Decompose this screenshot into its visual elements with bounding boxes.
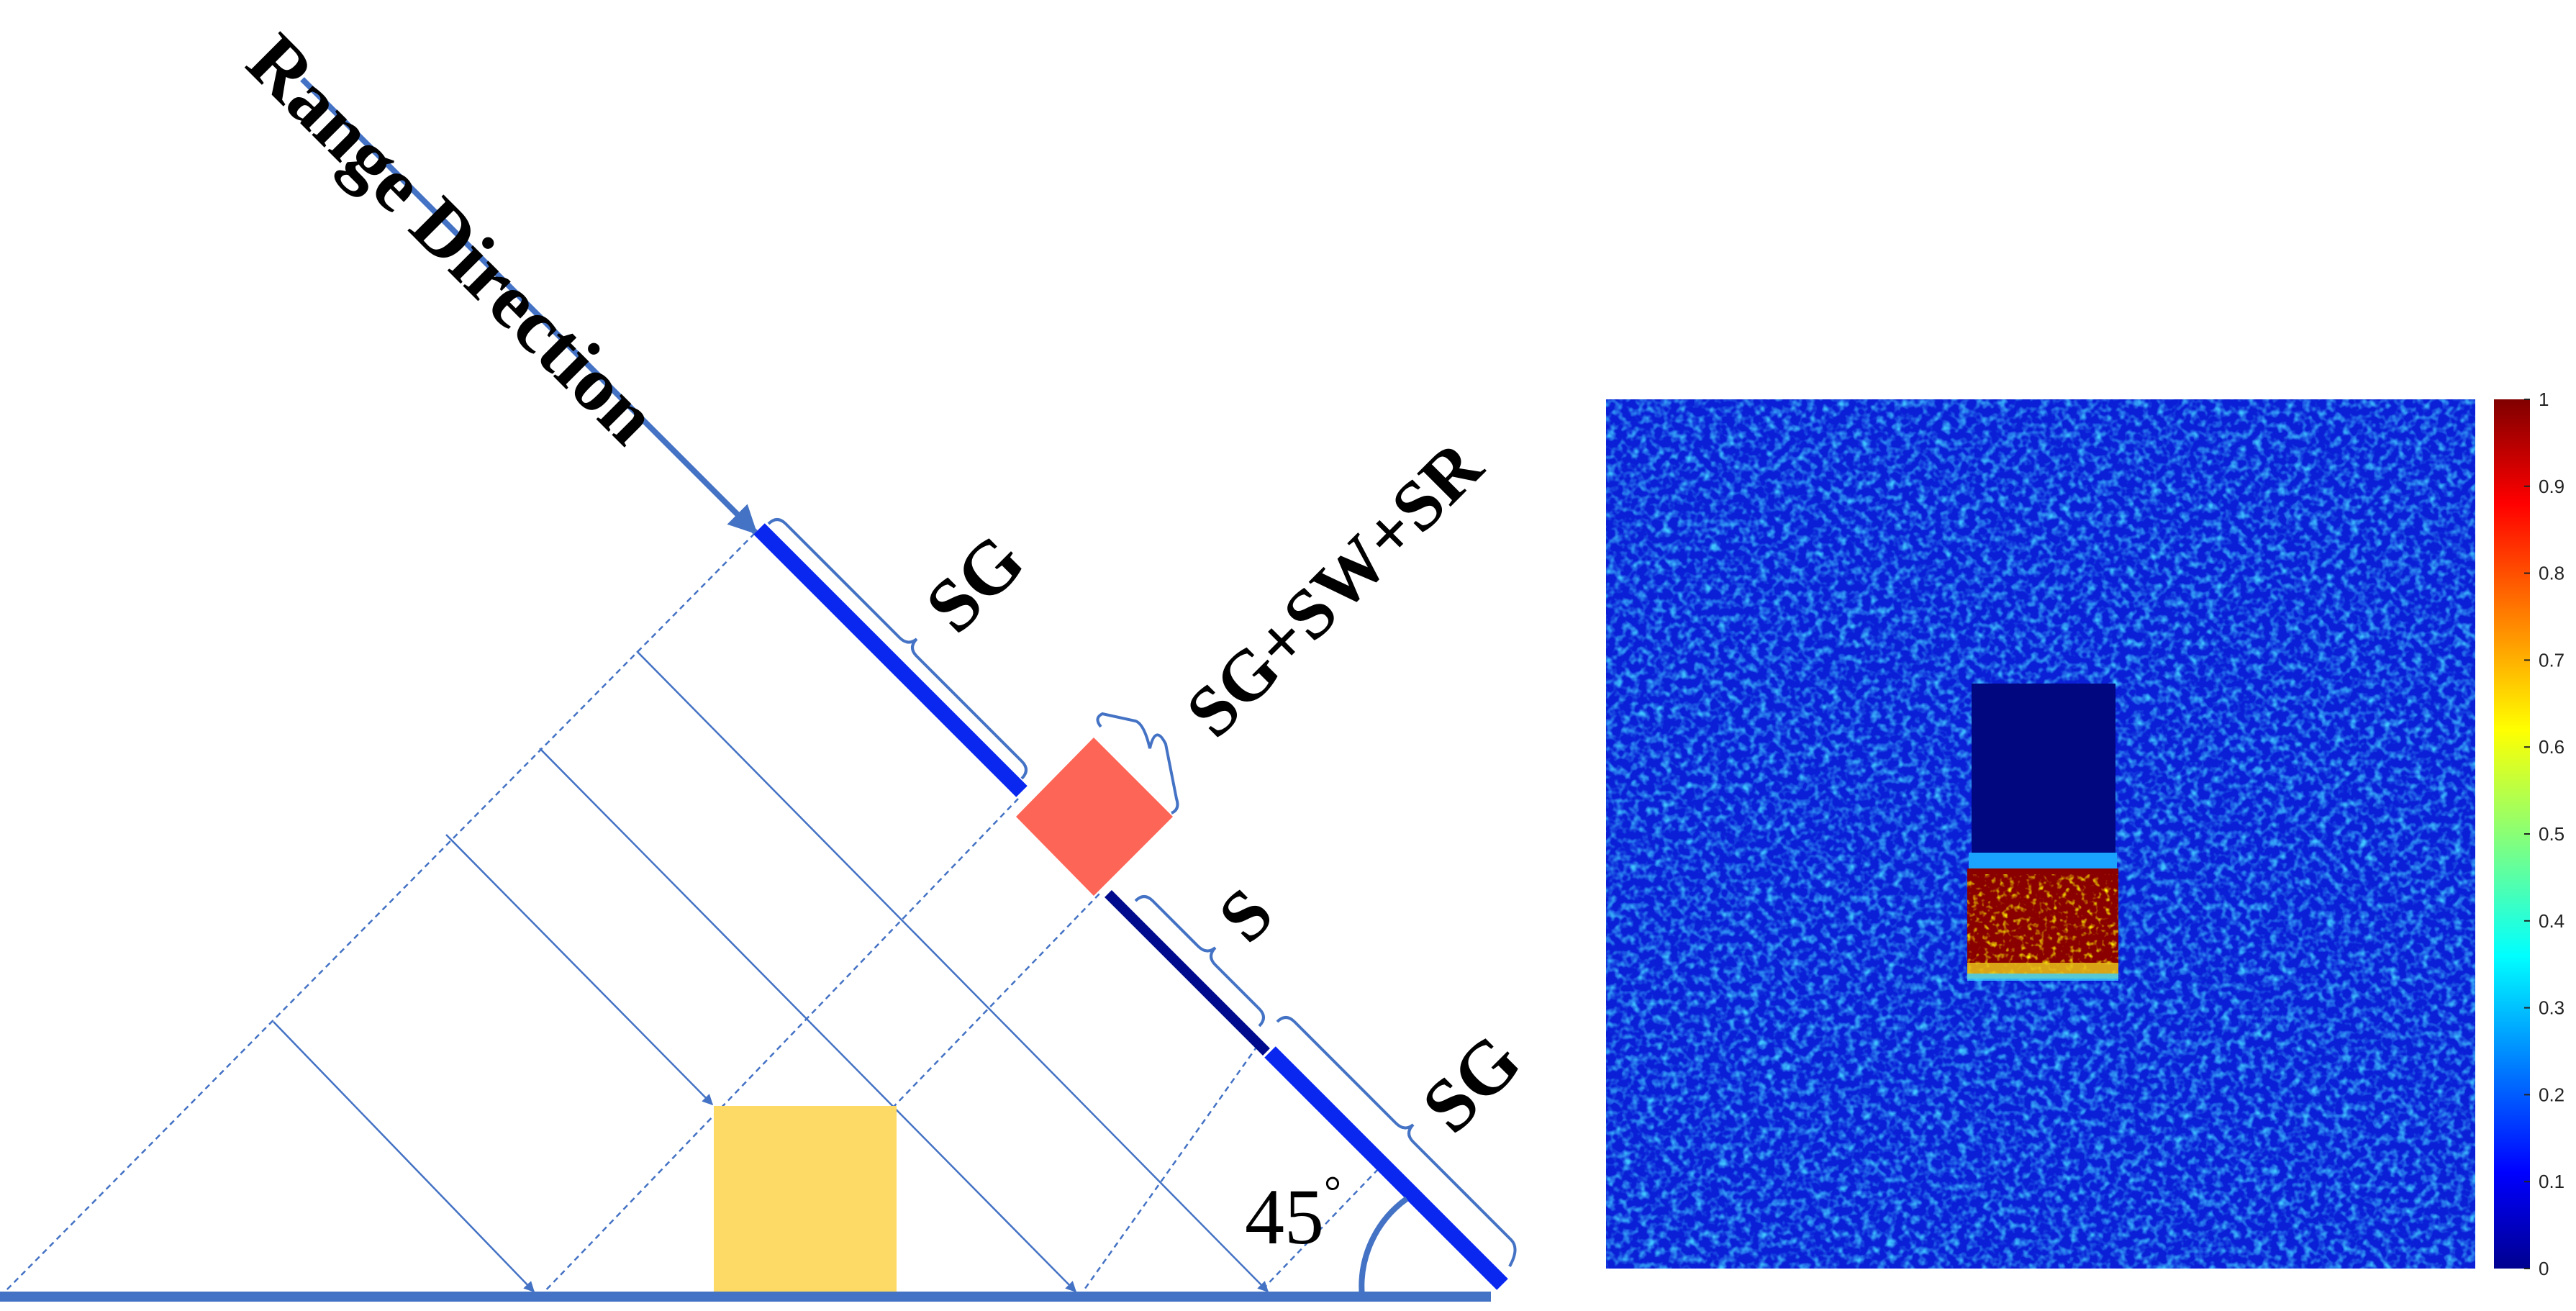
incident-rays [273, 650, 1269, 1293]
projection-lines-dashed [0, 532, 1382, 1297]
sg-top-segment [753, 523, 1028, 797]
s-segment [1105, 890, 1270, 1056]
braces [767, 518, 1517, 1267]
colorbar-gradient [2494, 399, 2530, 1269]
colorbar: 1 0.9 0.8 0.7 0.6 0.5 0.4 0.3 0.2 0.1 0 [2494, 389, 2564, 1279]
colorbar-tick-label: 0.1 [2539, 1171, 2564, 1192]
angle-arc [1359, 1196, 1409, 1297]
range-direction-label: Range Direction [231, 18, 674, 461]
sg-sw-sr-label: SG+SW+SR [1171, 425, 1498, 752]
range-axis-line [300, 77, 758, 535]
colorbar-tick-label: 1 [2539, 389, 2549, 410]
colorbar-tick-label: 0.5 [2539, 823, 2564, 845]
angle-label: 45° [1245, 1168, 1341, 1261]
colorbar-tick-label: 0.2 [2539, 1084, 2564, 1105]
object-bottom-fringe [1967, 974, 2118, 981]
colorbar-ticks: 1 0.9 0.8 0.7 0.6 0.5 0.4 0.3 0.2 0.1 0 [2524, 389, 2564, 1279]
colorbar-tick-label: 0.7 [2539, 649, 2564, 671]
shadow-region [1972, 684, 2115, 853]
object-bright-speckle [1967, 874, 2118, 975]
sg-bottom-segment [1264, 1046, 1508, 1290]
object-transition-band [1969, 853, 2117, 868]
colorbar-tick-label: 0.8 [2539, 563, 2564, 584]
colorbar-tick-label: 0 [2539, 1258, 2549, 1279]
target-box [1016, 738, 1173, 896]
s-label: S [1203, 873, 1288, 958]
colorbar-tick-label: 0.4 [2539, 910, 2564, 932]
colorbar-tick-label: 0.6 [2539, 736, 2564, 758]
colorbar-tick-label: 0.9 [2539, 476, 2564, 497]
sg-top-label: SG [910, 517, 1040, 648]
geometry-diagram: Range Direction SG SG+SW+SR S SG 45° [0, 18, 1537, 1302]
ground-object [714, 1106, 897, 1292]
heatmap-panel [1606, 399, 2475, 1269]
colorbar-tick-label: 0.3 [2539, 997, 2564, 1019]
sg-bottom-label: SG [1406, 1017, 1537, 1148]
